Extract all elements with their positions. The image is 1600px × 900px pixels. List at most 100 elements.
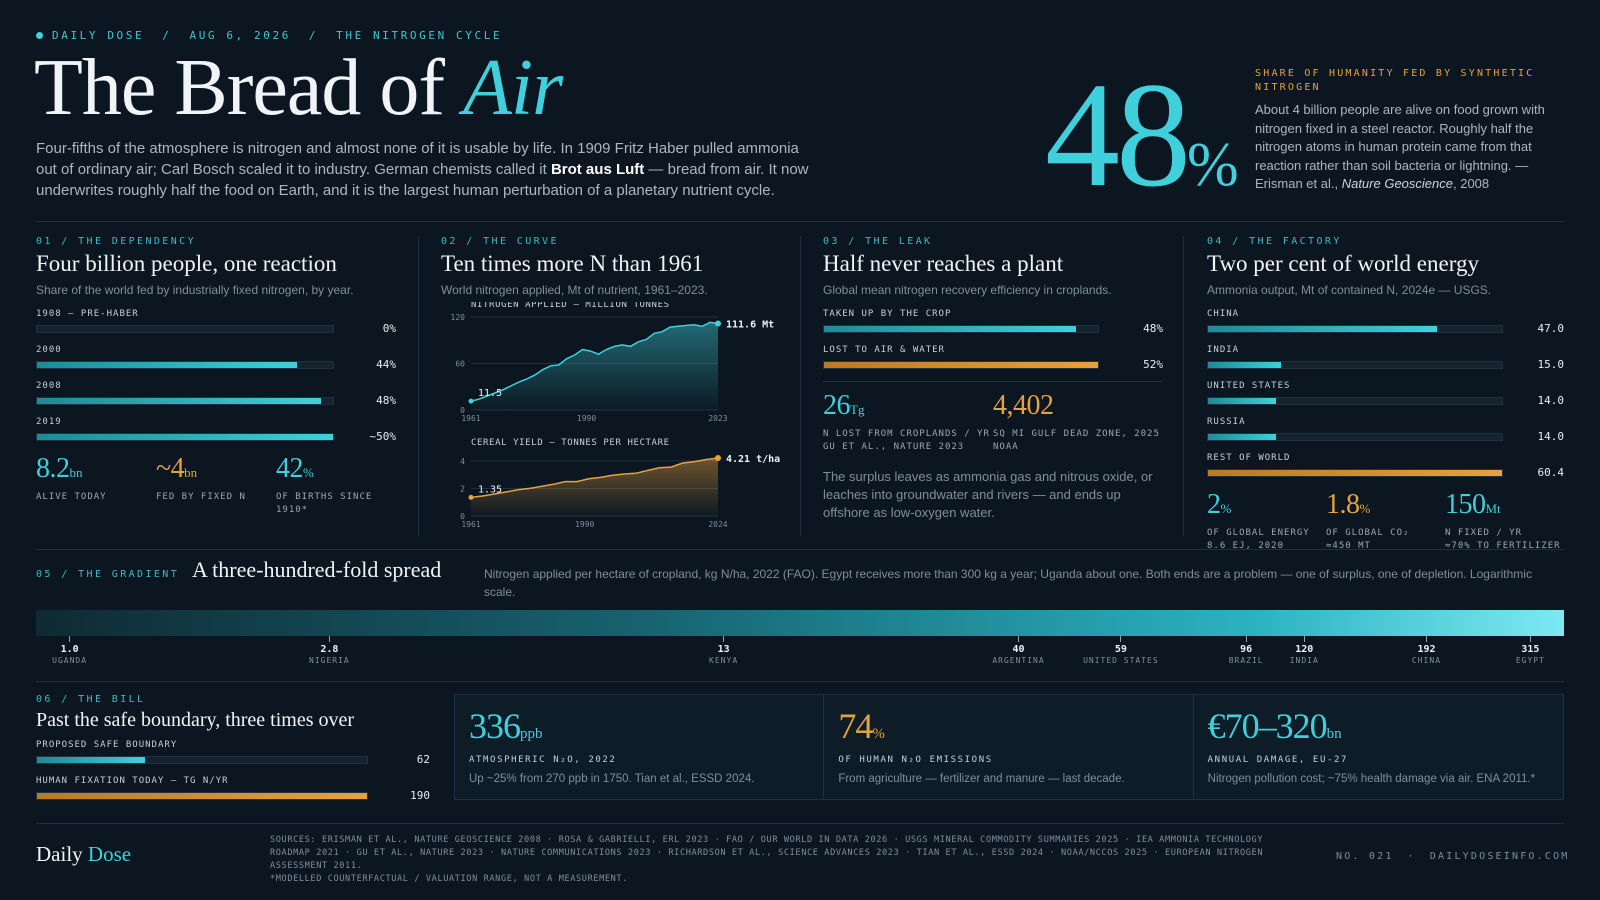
stat-block: ~4bn FED BY FIXED N [156,453,276,517]
card-value: 336ppb [469,705,809,747]
stat-number: 4,402 [993,390,1054,421]
divider [418,236,419,536]
gradient-kicker: 05 / THE GRADIENT [36,569,180,580]
bill-cards: 336ppb ATMOSPHERIC N₂O, 2022 Up ~25% from … [454,694,1564,800]
stat-value: 2% [1207,489,1326,521]
card-unit: ppb [520,726,543,742]
bar-fill [37,397,322,404]
bar-row: TAKEN UP BY THE CROP 48% [823,309,1163,335]
card-note: Up ~25% from 270 ppb in 1750. Tian et al… [469,773,755,785]
tick-value: 315 [1521,644,1540,655]
bar-row: UNITED STATES 14.0 [1207,381,1564,407]
stat-caption: FED BY FIXED N [156,491,276,504]
tick-mark [1018,636,1019,642]
stat-caption-line: OF GLOBAL ENERGY [1207,528,1310,538]
stat-block: 150Mt N FIXED / YR ≈70% TO FERTILIZER [1445,489,1564,553]
bar-fill [824,361,1098,368]
panel-subtitle: Share of the world fed by industrially f… [36,283,354,297]
bar-label: 2019 [36,417,62,427]
gradient-tick: 192 CHINA [1376,636,1476,665]
bar-track [1207,468,1503,477]
bar-line: 190 [36,789,436,802]
end-point [715,454,721,461]
masthead-topic: THE NITROGEN CYCLE [336,29,503,42]
series-line [470,321,719,402]
bar-list: PROPOSED SAFE BOUNDARY 62 HUMAN FIXATION T… [36,740,436,802]
stat-number: 26 [823,390,851,421]
bar-track [823,360,1099,369]
bar-row: REST OF WORLD 60.4 [1207,453,1564,479]
sources-note: SOURCES: ERISMAN ET AL., NATURE GEOSCIEN… [270,834,1290,886]
stat-row: 8.2bn ALIVE TODAY ~4bn FED BY FIXED N 42% OF … [36,453,396,517]
y-tick-label: 120 [451,313,466,322]
stat-value: 150Mt [1445,489,1564,521]
chart-title: CEREAL YIELD — TONNES PER HECTARE [471,438,670,448]
tick-country: INDIA [1289,656,1319,665]
panel-kicker: 02 / THE CURVE [441,236,559,247]
divider [823,381,1163,382]
stat-unit: % [303,465,314,480]
bar-track [36,791,368,800]
end-label: 111.6 Mt [726,320,774,331]
bar-fill [1208,433,1277,440]
bar-value: 0% [382,322,396,335]
stat-row: 26Tg N LOST FROM CROPLANDS / YR GU ET AL.,… [823,390,1163,454]
area-fill [471,322,718,410]
tick-value: 96 [1240,644,1253,655]
gradient-axis: 1.0 UGANDA 2.8 NIGERIA 13 KENYA 40 ARGENTINA 59 U… [36,636,1564,666]
stat-caption: N LOST FROM CROPLANDS / YR GU ET AL., NAT… [823,428,993,454]
bar-line: 14.0 [1207,430,1564,443]
card-caption: ANNUAL DAMAGE, EU-27 [1207,755,1349,765]
start-point [468,494,474,500]
panel-heading: Four billion people, one reaction [36,251,337,276]
site-link[interactable]: DAILYDOSEINFO.COM [1429,851,1570,862]
gradient-tick: 40 ARGENTINA [969,636,1069,665]
page-title: The Bread of Air [34,40,563,136]
stat-caption-line: FED BY FIXED N [156,492,246,502]
gradient-description: Nitrogen applied per hectare of cropland… [484,567,1532,599]
stat-block: 26Tg N LOST FROM CROPLANDS / YR GU ET AL.,… [823,390,993,454]
bill-card: €70–320bn ANNUAL DAMAGE, EU-27 Nitrogen po… [1194,695,1563,799]
tick-mark [1529,636,1531,642]
bar-fill [37,756,145,763]
bar-line: ~50% [36,430,396,443]
panel-kicker: 03 / THE LEAK [823,236,933,247]
y-tick-label: 0 [460,512,465,521]
hero-journal: Nature Geoscience [1341,176,1453,191]
bar-list: TAKEN UP BY THE CROP 48% LOST TO AIR & WAT… [823,309,1163,371]
stat-unit: Mt [1485,501,1501,516]
stat-block: 42% OF BIRTHS SINCE 1910* [276,453,396,517]
hero-kicker: SHARE OF HUMANITY FED BY SYNTHETIC NITRO… [1255,68,1535,93]
stat-caption-line: GU ET AL., NATURE 2023 [823,442,965,452]
y-tick-label: 0 [460,406,465,415]
y-tick-label: 4 [460,457,465,466]
bar-fill [37,792,367,799]
tick-value: 120 [1295,644,1314,655]
stat-block: 1.8% OF GLOBAL CO₂ ≈450 MT [1326,489,1445,553]
area-fill [471,458,718,516]
panel-subtitle: World nitrogen applied, Mt of nutrient, … [441,283,708,297]
x-tick-label: 1961 [461,414,480,423]
stat-number: 1.8 [1326,489,1360,520]
panel-heading: Half never reaches a plant [823,251,1064,276]
bar-track [36,396,334,405]
masthead-separator: / [308,29,319,42]
bar-track [1207,360,1503,369]
bar-value: 48% [376,394,396,407]
tick-country: BRAZIL [1228,656,1264,665]
card-number: 336 [469,706,521,746]
divider [36,681,1564,682]
end-point [715,320,721,327]
title-accent: Air [463,44,563,132]
divider [36,549,1564,550]
stat-value: 4,402 [993,390,1163,422]
stat-block: 2% OF GLOBAL ENERGY 8.6 EJ, 2020 [1207,489,1326,553]
bar-line: 47.0 [1207,322,1564,335]
divider [1183,236,1184,536]
divider [800,236,801,536]
bar-line: 62 [36,753,436,766]
leak-note: The surplus leaves as ammonia gas and ni… [823,469,1153,520]
bar-fill [824,325,1077,332]
stat-caption: N FIXED / YR ≈70% TO FERTILIZER [1445,527,1564,553]
card-value: 74% [838,705,1178,747]
